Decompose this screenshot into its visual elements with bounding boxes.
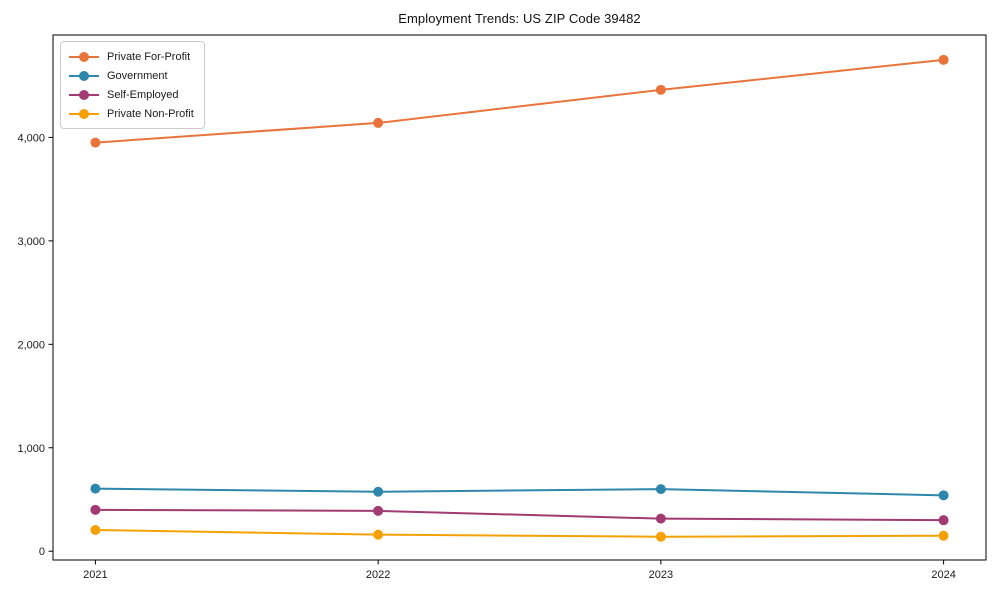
y-tick-label: 3,000 — [17, 236, 45, 248]
legend-item: Self-Employed — [69, 85, 194, 104]
data-point — [938, 530, 949, 541]
legend-label: Government — [107, 69, 168, 82]
legend: Private For-Profit Government Self-Employe… — [60, 41, 205, 129]
data-point — [655, 484, 666, 495]
legend-line-marker-icon — [69, 70, 99, 81]
y-tick-label: 1,000 — [17, 443, 45, 455]
data-point — [373, 529, 384, 540]
y-tick-label: 4,000 — [17, 132, 45, 144]
legend-line-marker-icon — [69, 51, 99, 62]
plot-border — [52, 34, 987, 561]
data-point — [90, 137, 101, 148]
data-point — [938, 490, 949, 501]
legend-item: Government — [69, 66, 194, 85]
x-tick-label: 2024 — [931, 569, 955, 581]
y-tick-label: 2,000 — [17, 339, 45, 351]
y-tick-label: 0 — [39, 546, 45, 558]
data-point — [373, 505, 384, 516]
data-point — [373, 117, 384, 128]
x-tick-label: 2022 — [366, 569, 390, 581]
series-line — [94, 58, 945, 144]
legend-label: Self-Employed — [107, 88, 179, 101]
x-tick-label: 2021 — [83, 569, 107, 581]
data-point — [90, 525, 101, 535]
data-point — [655, 531, 666, 542]
data-point — [655, 513, 666, 524]
x-tick-label: 2023 — [649, 569, 673, 581]
chart-title: Employment Trends: US ZIP Code 39482 — [398, 11, 641, 26]
data-point — [938, 515, 949, 526]
series-line — [94, 487, 945, 497]
data-point — [938, 54, 949, 65]
data-point — [655, 84, 666, 95]
data-point — [373, 486, 384, 497]
legend-line-marker-icon — [69, 108, 99, 119]
series-line — [94, 529, 945, 538]
data-point — [90, 483, 101, 494]
data-point — [90, 504, 101, 515]
legend-item: Private Non-Profit — [69, 104, 194, 123]
legend-label: Private For-Profit — [107, 50, 191, 63]
legend-label: Private Non-Profit — [107, 107, 194, 120]
legend-line-marker-icon — [69, 89, 99, 100]
series-line — [94, 508, 945, 522]
legend-item: Private For-Profit — [69, 47, 194, 66]
